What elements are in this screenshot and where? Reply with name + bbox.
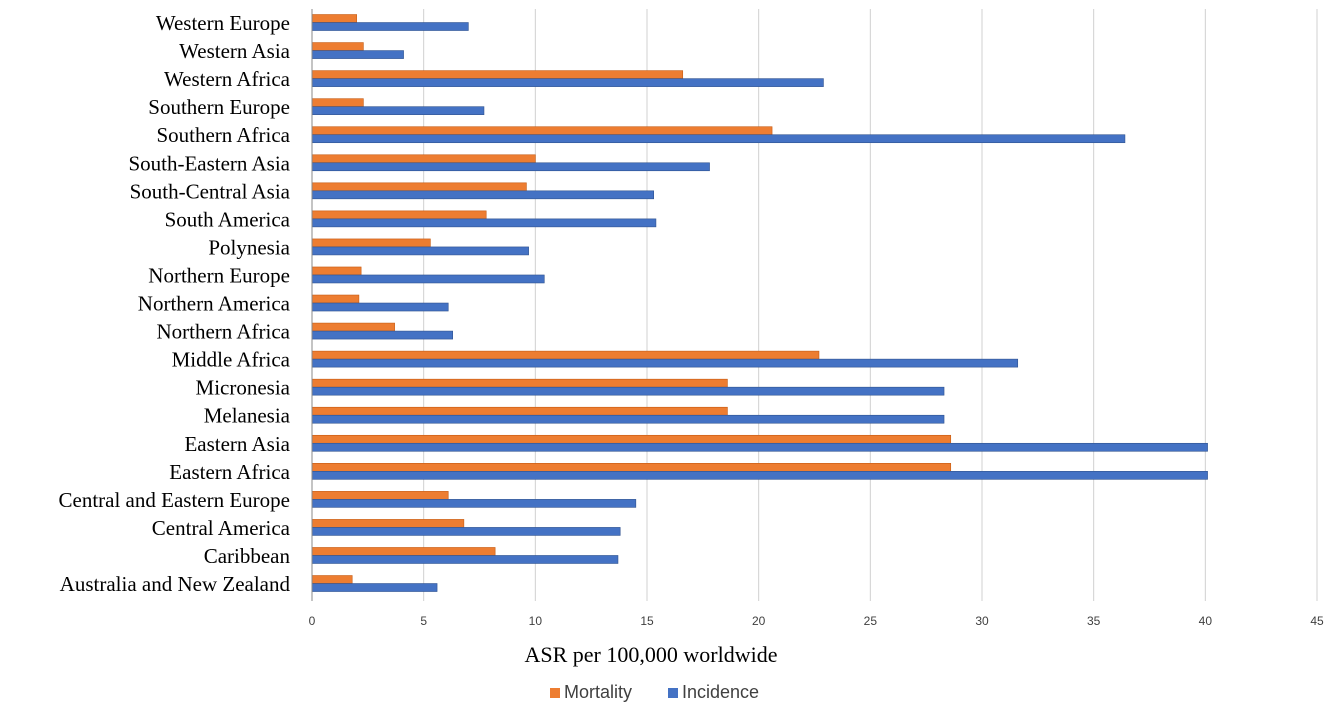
category-label: Northern America (138, 292, 291, 316)
category-label: Southern Africa (156, 123, 290, 147)
category-label: Western Africa (164, 67, 291, 91)
bar-mortality (311, 154, 536, 164)
x-tick-label: 35 (1087, 614, 1101, 628)
category-label: Northern Africa (156, 320, 290, 344)
bar-incidence (311, 527, 621, 536)
bar-incidence (311, 134, 1126, 144)
bar-mortality (311, 182, 527, 192)
bar-incidence (311, 442, 1208, 452)
bar-mortality (311, 378, 728, 388)
bar-incidence (311, 386, 945, 396)
category-label: Western Asia (179, 39, 291, 63)
x-tick-label: 30 (975, 614, 989, 628)
bar-mortality (311, 42, 364, 51)
bar-mortality (311, 575, 353, 584)
category-label: Central and Eastern Europe (59, 488, 291, 512)
bar-incidence (311, 218, 657, 228)
x-tick-label: 25 (864, 614, 878, 628)
x-tick-label: 15 (640, 614, 654, 628)
bar-incidence (311, 471, 1208, 480)
x-tick-label: 10 (529, 614, 543, 628)
bar-mortality (311, 463, 952, 472)
bar-mortality (311, 406, 728, 416)
bar-incidence (311, 274, 545, 284)
x-tick-label: 0 (309, 614, 316, 628)
legend-label-incidence: Incidence (682, 682, 759, 702)
category-label: Northern Europe (148, 263, 290, 287)
bar-mortality (311, 519, 465, 528)
bar-mortality (311, 238, 431, 248)
category-label: Eastern Asia (184, 432, 290, 456)
gridlines (423, 9, 1318, 602)
category-label: Australia and New Zealand (60, 572, 291, 596)
bar-incidence (311, 246, 529, 256)
bar-incidence (311, 162, 710, 172)
bar-incidence (311, 190, 655, 200)
bar-incidence (311, 499, 637, 508)
bar-mortality (311, 350, 820, 360)
bar-incidence (311, 302, 449, 312)
x-tick-label: 45 (1310, 614, 1324, 628)
category-label: Middle Africa (172, 348, 291, 372)
bar-incidence (311, 106, 485, 115)
bar-mortality (311, 126, 773, 136)
bar-mortality (311, 14, 357, 23)
category-labels: Western Europe Western Asia Western Africa… (59, 11, 291, 596)
bar-mortality (311, 547, 496, 556)
legend: Mortality Incidence (550, 682, 759, 702)
bar-incidence (311, 78, 824, 87)
legend-swatch-mortality (550, 688, 560, 698)
x-tick-label: 5 (420, 614, 427, 628)
bar-incidence (311, 583, 438, 592)
legend-label-mortality: Mortality (564, 682, 632, 702)
legend-swatch-incidence (668, 688, 678, 698)
bar-mortality (311, 266, 362, 276)
category-label: Eastern Africa (169, 460, 290, 484)
bar-incidence (311, 555, 619, 564)
bar-incidence (311, 50, 404, 59)
bar-mortality (311, 434, 952, 444)
bar-incidence (311, 414, 945, 424)
category-label: Western Europe (156, 11, 290, 35)
bars (311, 14, 1208, 592)
bar-incidence (311, 330, 453, 340)
category-label: South-Eastern Asia (128, 151, 290, 175)
bar-mortality (311, 491, 449, 500)
bar-mortality (311, 294, 360, 304)
category-label: Southern Europe (148, 95, 290, 119)
bar-mortality (311, 322, 395, 332)
category-label: South-Central Asia (130, 179, 291, 203)
category-label: Polynesia (208, 235, 290, 259)
category-label: Central America (152, 516, 291, 540)
bar-mortality (311, 98, 364, 107)
category-label: Melanesia (204, 404, 291, 428)
bar-mortality (311, 210, 487, 220)
x-tick-labels: 0 5 10 15 20 25 30 35 40 45 (309, 614, 1324, 628)
x-tick-label: 40 (1199, 614, 1213, 628)
category-label: Caribbean (204, 544, 291, 568)
bar-mortality (311, 70, 684, 79)
category-label: South America (165, 207, 291, 231)
x-axis-title: ASR per 100,000 worldwide (525, 642, 778, 667)
category-label: Micronesia (196, 376, 291, 400)
bar-incidence (311, 22, 469, 31)
x-tick-label: 20 (752, 614, 766, 628)
bar-incidence (311, 358, 1019, 368)
